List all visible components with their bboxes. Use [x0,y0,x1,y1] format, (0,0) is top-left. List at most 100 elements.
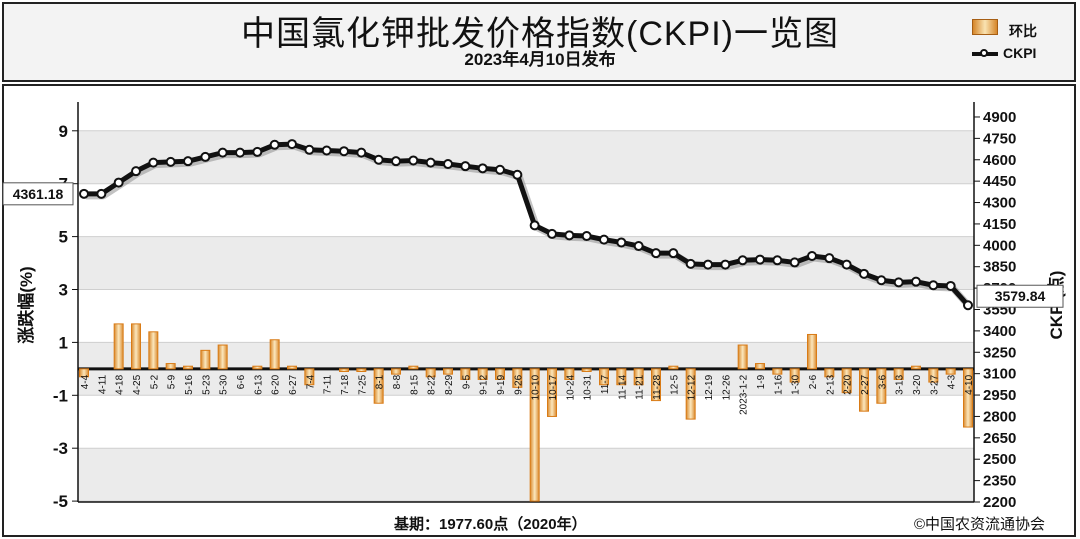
ckpi-point-6-27 [287,139,297,150]
ckpi-point-12-19 [703,259,713,270]
ckpi-point-11-14 [616,237,627,248]
ckpi-point-4-18 [113,177,124,188]
ckpi-point-1-9 [755,254,765,265]
bar-4-18 [113,323,124,370]
category-label: 7-4 [305,374,316,389]
legend-line-marker [980,49,988,57]
category-label: 10-10 [531,374,542,400]
ckpi-point-4-4 [79,188,89,199]
ckpi-point-5-9 [165,156,176,167]
ckpi-point-4-11 [96,188,107,199]
ckpi-point-2-27 [859,268,869,279]
legend-line-label: CKPI [1003,45,1037,61]
ckpi-point-8-15 [408,155,419,166]
bar-10-10 [529,368,540,502]
right-tick-label: 3100 [983,366,1016,383]
bar-8-15 [408,365,419,370]
ckpi-point-6-13 [252,146,263,157]
category-label: 12-19 [704,374,715,400]
category-label: 1-16 [773,374,784,394]
bar-1-16 [772,368,783,375]
bar-10-31 [581,368,592,372]
ckpi-point-5-30 [217,147,228,158]
ckpi-point-5-2 [148,157,159,168]
ckpi-point-11-7 [599,234,609,245]
ckpi-point-8-1 [373,154,384,165]
chart-title: 中国氯化钾批发价格指数(CKPI)一览图 [241,15,839,53]
left-tick-label: 1 [59,333,68,352]
bar-7-25 [356,368,367,372]
bar-2-27 [859,368,869,412]
category-label: 4-18 [115,374,126,394]
grid-band [78,236,974,290]
ckpi-point-9-12 [477,163,488,174]
bar-11-14 [616,368,627,386]
bar-3-20 [911,365,921,370]
right-tick-label: 3250 [983,344,1016,361]
ckpi-point-7-11 [321,145,332,156]
base-period-note: 基期：1977.60点（2020年） [394,516,587,533]
ckpi-point-12-26 [720,259,731,270]
grid-band [78,448,974,502]
right-tick-label: 4750 [983,130,1016,147]
bar-10-17 [547,368,557,417]
category-label: 7-11 [323,374,334,394]
bar-7-18 [339,368,349,372]
ckpi-point-7-18 [339,146,349,157]
category-label: 12-12 [687,374,698,400]
right-tick-label: 4600 [983,152,1016,169]
left-axis-title: 涨跌幅(%) [16,266,36,343]
category-label: 10-31 [583,374,594,400]
legend-bar-label: 环比 [1009,23,1037,39]
bar-4-4 [79,368,89,378]
ckpi-point-3-13 [893,277,904,288]
bar-9-19 [495,368,505,380]
right-tick-label: 3400 [983,323,1016,340]
bar-2-13 [824,368,835,378]
bar-5-16 [183,365,193,370]
bar-10-24 [564,368,575,380]
ckpi-point-8-8 [391,156,401,167]
bar-2-6 [807,333,817,370]
right-tick-label: 2950 [983,387,1016,404]
ckpi-point-12-12 [685,258,696,269]
category-label: 5-9 [167,374,178,389]
category-label: 7-25 [357,374,368,394]
ckpi-point-1-30 [789,257,800,268]
bar-3-27 [928,368,939,383]
bar-9-26 [512,368,523,388]
category-label: 2-27 [860,374,871,394]
category-label: 6-27 [288,374,299,394]
ckpi-point-3-27 [928,280,939,291]
bar-4-10 [963,368,973,428]
ckpi-point-4-25 [131,166,141,177]
ckpi-point-2-6 [807,251,817,262]
end-value-label: 3579.84 [995,288,1046,304]
bar-11-7 [599,368,609,386]
category-label: 4-10 [964,374,975,394]
ckpi-point-10-24 [564,230,575,241]
ckpi-point-6-20 [269,139,280,150]
category-label: 4-25 [132,374,143,394]
category-label: 2-13 [825,374,836,394]
bar-4-25 [131,323,141,370]
category-label: 6-6 [236,374,247,389]
ckpi-point-10-31 [581,231,592,242]
category-label: 11-7 [600,374,611,394]
category-label: 4-3 [947,374,958,389]
category-label: 9-5 [461,374,472,389]
right-tick-label: 4900 [983,109,1016,126]
bar-5-30 [217,344,228,370]
ckpi-point-6-6 [235,147,245,158]
bar-8-22 [425,368,436,378]
ckpi-point-11-21 [633,241,644,252]
start-value-box [2,182,74,206]
ckpi-point-11-28 [651,248,661,259]
ckpi-point-5-16 [183,156,193,167]
category-label: 8-15 [409,374,420,394]
category-label: 1-9 [756,374,767,389]
category-label: 9-12 [479,374,490,394]
ckpi-point-12-5 [668,248,679,259]
left-tick-label: -5 [53,492,68,511]
